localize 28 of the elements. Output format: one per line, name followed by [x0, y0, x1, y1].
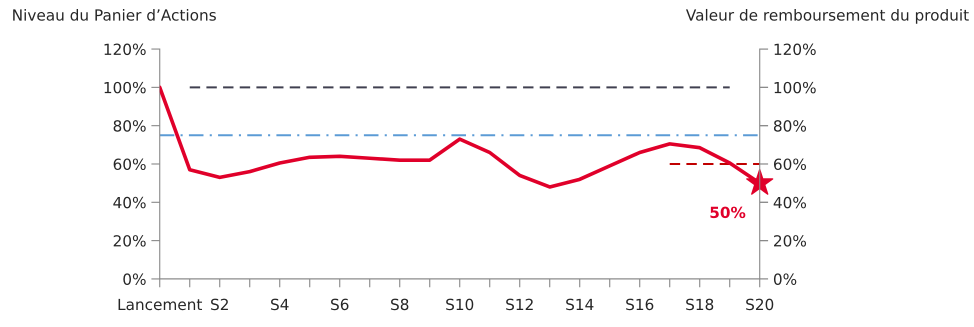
y-axis-title: Niveau du Panier d’Actions: [13, 8, 216, 21]
x-tick-label: Lancement: [118, 298, 202, 310]
y-tick-label: 80%: [114, 120, 146, 132]
x-tick-label: S14: [566, 298, 594, 310]
y2-axis-title: Valeur de remboursement du produit: [686, 8, 969, 24]
y2-tick-label: 40%: [774, 196, 806, 208]
x-tick-label: S20: [746, 298, 774, 310]
x-tick-label: S18: [686, 298, 714, 310]
y2-tick-label: 120%: [774, 44, 816, 56]
y-tick-label: 40%: [113, 196, 146, 208]
y-tick-label: 20%: [114, 235, 146, 247]
x-tick-label: S8: [391, 298, 408, 310]
y-tick-label: 60%: [114, 158, 146, 170]
x-tick-label: S2: [211, 298, 228, 310]
data-label: 50%: [710, 206, 746, 218]
y2-tick-label: 60%: [774, 158, 806, 170]
y2-tick-label: 80%: [774, 120, 806, 132]
y-tick-label: 120%: [104, 44, 146, 56]
y-tick-label: 0%: [123, 273, 146, 285]
y2-tick-label: 100%: [774, 82, 816, 94]
x-tick-label: S12: [506, 298, 533, 310]
x-tick-label: S4: [271, 298, 289, 310]
y2-tick-label: 20%: [774, 235, 806, 247]
x-tick-label: S6: [331, 298, 348, 310]
x-tick-label: S10: [446, 298, 474, 310]
y-tick-label: 100%: [104, 82, 146, 94]
y2-tick-label: 0%: [774, 273, 796, 285]
x-tick-label: S16: [626, 298, 654, 310]
